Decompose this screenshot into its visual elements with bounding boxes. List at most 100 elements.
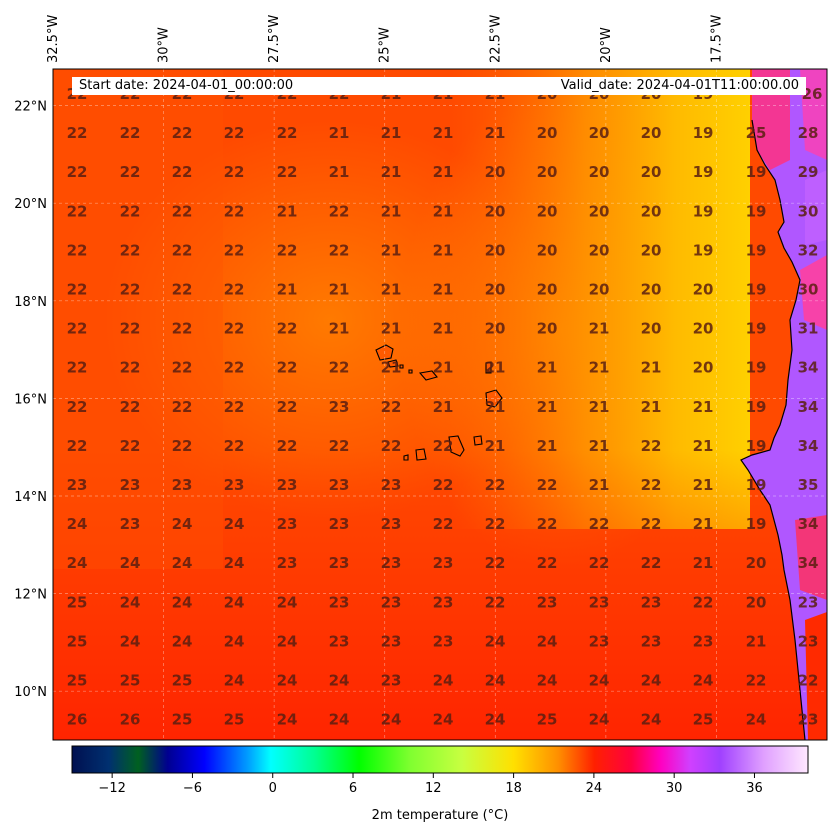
temperature-value: 19 — [693, 202, 714, 220]
temperature-value: 22 — [67, 281, 88, 299]
temperature-value: 23 — [224, 476, 245, 494]
temperature-value: 24 — [67, 554, 88, 572]
temperature-value: 22 — [67, 320, 88, 338]
colorbar-tick-label: 12 — [425, 781, 442, 796]
temperature-value: 34 — [798, 554, 819, 572]
temperature-value: 21 — [433, 241, 454, 259]
temperature-value: 22 — [172, 202, 193, 220]
temperature-value: 19 — [746, 163, 767, 181]
temperature-value: 24 — [172, 632, 193, 650]
lon-label: 32.5°W — [46, 15, 61, 63]
temperature-value: 24 — [433, 672, 454, 690]
temperature-value: 22 — [277, 437, 298, 455]
temperature-value: 19 — [693, 163, 714, 181]
temperature-value: 22 — [224, 437, 245, 455]
lat-label: 16°N — [14, 392, 47, 407]
temperature-value: 22 — [172, 241, 193, 259]
temperature-value: 20 — [589, 281, 610, 299]
temperature-value: 23 — [798, 711, 819, 729]
temperature-value: 23 — [120, 515, 141, 533]
temperature-value: 24 — [746, 711, 767, 729]
temperature-value: 24 — [693, 672, 714, 690]
lon-label: 25°W — [378, 27, 393, 63]
temperature-value: 34 — [798, 437, 819, 455]
temperature-value: 24 — [381, 711, 402, 729]
temperature-value: 24 — [641, 672, 662, 690]
temperature-value: 21 — [329, 163, 350, 181]
temperature-value: 21 — [589, 398, 610, 416]
temperature-value: 24 — [329, 672, 350, 690]
colorbar-tick-label: 30 — [666, 781, 683, 796]
temperature-value: 22 — [224, 398, 245, 416]
temperature-value: 20 — [589, 202, 610, 220]
temperature-value: 23 — [67, 476, 88, 494]
info-bar: Start date: 2024-04-01_00:00:00 Valid_da… — [72, 77, 806, 95]
temperature-value: 23 — [641, 632, 662, 650]
temperature-value: 22 — [120, 398, 141, 416]
temperature-value: 25 — [67, 593, 88, 611]
temperature-value: 20 — [537, 124, 558, 142]
temperature-value: 24 — [589, 672, 610, 690]
temperature-value: 24 — [120, 593, 141, 611]
temperature-value: 22 — [67, 163, 88, 181]
temperature-value: 30 — [798, 281, 819, 299]
temperature-value: 24 — [589, 711, 610, 729]
temperature-value: 25 — [224, 711, 245, 729]
temperature-value: 24 — [277, 711, 298, 729]
temperature-value: 22 — [641, 476, 662, 494]
temperature-value: 25 — [746, 124, 767, 142]
temperature-value: 20 — [537, 320, 558, 338]
temperature-value: 21 — [433, 359, 454, 377]
temperature-value: 22 — [172, 163, 193, 181]
temperature-value: 22 — [485, 554, 506, 572]
temperature-value: 20 — [693, 320, 714, 338]
temperature-value: 21 — [277, 281, 298, 299]
temperature-value: 29 — [798, 163, 819, 181]
temperature-value: 19 — [746, 320, 767, 338]
temperature-value: 28 — [798, 124, 819, 142]
lat-label: 18°N — [14, 295, 47, 310]
temperature-value: 22 — [277, 124, 298, 142]
temperature-value: 21 — [537, 359, 558, 377]
lon-label: 17.5°W — [709, 15, 724, 63]
temperature-value: 21 — [433, 398, 454, 416]
temperature-value: 22 — [172, 281, 193, 299]
temperature-value: 22 — [67, 241, 88, 259]
temperature-value: 24 — [433, 711, 454, 729]
temperature-value: 21 — [589, 320, 610, 338]
cape-verde-islands — [375, 344, 503, 461]
temperature-value: 20 — [589, 241, 610, 259]
temperature-value: 22 — [224, 281, 245, 299]
temperature-value: 21 — [589, 476, 610, 494]
temperature-value: 24 — [224, 672, 245, 690]
temperature-value: 21 — [329, 320, 350, 338]
temperature-value: 22 — [67, 437, 88, 455]
temperature-value: 24 — [641, 711, 662, 729]
colorbar-tick-label: 6 — [349, 781, 357, 796]
temperature-value: 21 — [485, 124, 506, 142]
temperature-value: 25 — [172, 711, 193, 729]
temperature-value: 26 — [67, 711, 88, 729]
temperature-value: 20 — [589, 163, 610, 181]
temperature-value: 21 — [485, 437, 506, 455]
temperature-value: 22 — [277, 320, 298, 338]
colorbar-tick-label: 0 — [269, 781, 277, 796]
temperature-value: 23 — [277, 554, 298, 572]
temperature-value: 22 — [224, 241, 245, 259]
temperature-value: 22 — [693, 593, 714, 611]
temperature-value: 22 — [485, 476, 506, 494]
colorbar-tick-label: 36 — [746, 781, 763, 796]
temperature-value: 25 — [120, 672, 141, 690]
temperature-value: 24 — [224, 554, 245, 572]
temperature-value: 24 — [67, 515, 88, 533]
temperature-value: 21 — [381, 281, 402, 299]
temperature-value: 26 — [802, 85, 823, 103]
temperature-value: 23 — [120, 476, 141, 494]
temperature-value: 20 — [485, 320, 506, 338]
temperature-value: 20 — [746, 593, 767, 611]
temperature-value: 23 — [329, 515, 350, 533]
temperature-value: 24 — [485, 632, 506, 650]
temperature-value: 31 — [798, 320, 819, 338]
temperature-value: 23 — [798, 593, 819, 611]
